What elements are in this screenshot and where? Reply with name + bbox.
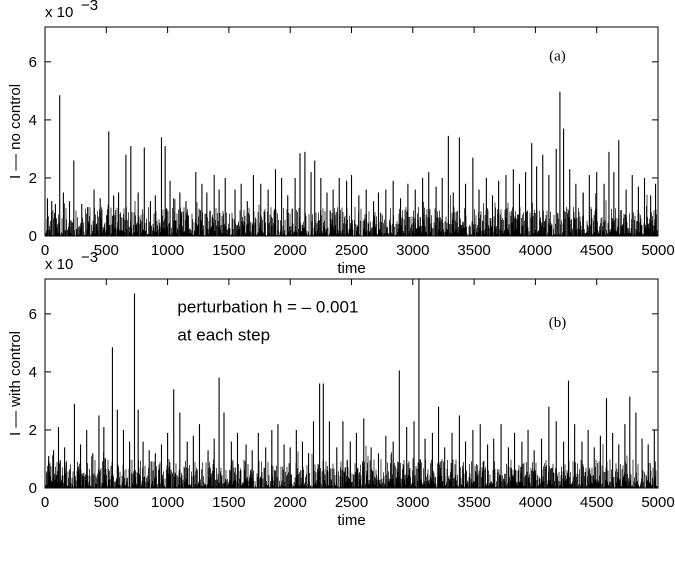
x-tick-label: 2500	[335, 494, 368, 511]
x-tick-label: 1500	[212, 242, 245, 259]
x-tick-label: 1000	[151, 494, 184, 511]
y-tick-label: 2	[29, 422, 37, 439]
scale-note: x 10	[45, 256, 73, 273]
y-axis-label: I –– no control	[7, 84, 24, 179]
x-tick-label: 2000	[274, 494, 307, 511]
y-tick-label: 4	[29, 364, 37, 381]
x-tick-label: 3500	[457, 242, 490, 259]
y-tick-label: 6	[29, 54, 37, 71]
annotation-text: at each step	[177, 325, 270, 344]
x-tick-label: 3000	[396, 494, 429, 511]
chart-panel-a: 0 500 1000 1500 2000 2500 3000 3500 4000 4500 5000…	[7, 0, 675, 277]
panel-label: (b)	[549, 315, 567, 331]
scale-note: x 10	[45, 4, 73, 21]
y-tick-label: 6	[29, 306, 37, 323]
scale-exponent: −3	[81, 0, 98, 14]
x-tick-label: 5000	[641, 242, 674, 259]
x-tick-label: 1500	[212, 494, 245, 511]
y-tick-label: 0	[29, 480, 37, 497]
x-tick-label: 500	[94, 242, 119, 259]
x-tick-label: 4000	[519, 494, 552, 511]
x-tick-label: 5000	[641, 494, 674, 511]
y-tick-label: 4	[29, 112, 37, 129]
x-tick-label: 1000	[151, 242, 184, 259]
x-tick-label: 3500	[457, 494, 490, 511]
x-axis-label: time	[337, 512, 365, 529]
x-tick-label: 4500	[580, 494, 613, 511]
x-tick-label: 4500	[580, 242, 613, 259]
y-axis-label: I –– with control	[7, 331, 24, 436]
x-axis-label: time	[337, 260, 365, 277]
x-tick-label: 3000	[396, 242, 429, 259]
y-tick-label: 2	[29, 170, 37, 187]
scale-exponent: −3	[81, 249, 98, 266]
x-tick-label: 2000	[274, 242, 307, 259]
panel-label: (a)	[549, 48, 566, 64]
annotation-text: perturbation h = – 0.001	[177, 297, 358, 316]
x-tick-label: 2500	[335, 242, 368, 259]
y-tick-label: 0	[29, 228, 37, 245]
x-tick-label: 4000	[519, 242, 552, 259]
chart-panel-b: 0 500 1000 1500 2000 2500 3000 3500 4000 4500 5000…	[7, 249, 675, 529]
x-tick-label: 0	[41, 242, 49, 259]
x-tick-label: 500	[94, 494, 119, 511]
x-tick-label: 0	[41, 494, 49, 511]
